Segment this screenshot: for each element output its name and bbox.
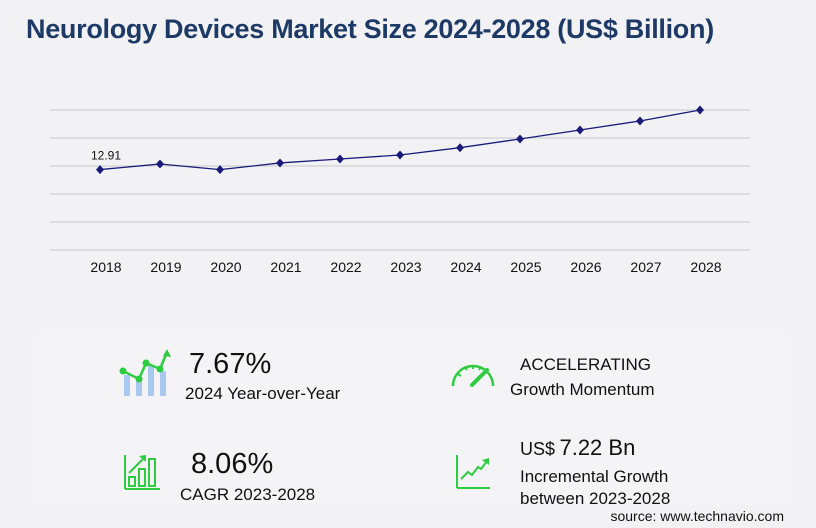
momentum-value: ACCELERATING <box>520 355 651 374</box>
yoy-label: 2024 Year-over-Year <box>185 384 341 403</box>
x-tick-label: 2022 <box>330 259 361 275</box>
x-tick-label: 2020 <box>210 259 241 275</box>
incremental-value: 7.22 Bn <box>559 435 636 460</box>
data-point-2023 <box>396 150 404 160</box>
data-point-2018 <box>96 165 104 175</box>
data-point-2020 <box>216 165 224 175</box>
data-point-2021 <box>276 158 284 168</box>
x-tick-label: 2028 <box>690 259 721 275</box>
chart-title: Neurology Devices Market Size 2024-2028 … <box>26 14 714 44</box>
x-tick-label: 2027 <box>630 259 661 275</box>
x-tick-label: 2021 <box>270 259 301 275</box>
data-point-2019 <box>156 159 164 169</box>
incremental-value-row: US$ 7.22 Bn <box>520 435 635 461</box>
x-tick-label: 2026 <box>570 259 601 275</box>
x-tick-label: 2018 <box>90 259 121 275</box>
data-point-2028 <box>696 105 704 115</box>
incremental-label-1: Incremental Growth <box>520 467 669 486</box>
data-label: 12.91 <box>91 149 121 163</box>
line-chart: 2018 12.91 2019 2020 2021 2022 2023 2024 2025 202… <box>50 105 750 275</box>
currency-prefix: US$ <box>520 439 556 459</box>
bar-chart-icon <box>124 455 160 490</box>
data-point-2026 <box>576 125 584 135</box>
growth-chart-icon <box>119 349 171 396</box>
data-point-2025 <box>516 134 524 144</box>
data-point-2024 <box>456 143 464 153</box>
trend-line-icon <box>456 455 490 489</box>
yoy-value: 7.67% <box>189 348 272 380</box>
x-tick-label: 2023 <box>390 259 421 275</box>
source-text: source: www.technavio.com <box>610 508 784 524</box>
data-point-2027 <box>636 116 644 126</box>
data-point-2022 <box>336 154 344 164</box>
cagr-label: CAGR 2023-2028 <box>180 485 316 504</box>
x-tick-label: 2025 <box>510 259 541 275</box>
x-tick-label: 2024 <box>450 259 481 275</box>
momentum-label: Growth Momentum <box>510 380 655 399</box>
speedometer-icon <box>451 364 495 387</box>
cagr-value: 8.06% <box>191 448 274 480</box>
series-line <box>99 109 701 171</box>
x-tick-label: 2019 <box>150 259 181 275</box>
stats-panel <box>33 330 790 506</box>
incremental-label-2: between 2023-2028 <box>520 489 671 508</box>
